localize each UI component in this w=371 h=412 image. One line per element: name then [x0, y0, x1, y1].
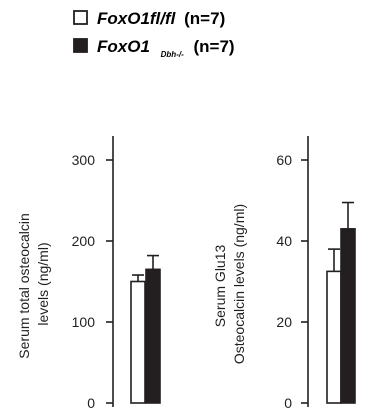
- y-axis-title-line-1: Serum total osteocalcin: [16, 213, 32, 359]
- legend: FoxO1fl/fl (n=7) FoxO1 Dbh-/- (n=7): [73, 9, 235, 61]
- legend-item-control: FoxO1fl/fl (n=7): [73, 9, 225, 28]
- y-tick-label-60: 60: [276, 152, 292, 168]
- legend-swatch-filled: [73, 38, 88, 53]
- legend-name-knockout: FoxO1: [97, 37, 150, 56]
- chart-glu13-osteocalcin: Serum Glu13 Osteocalcin levels (ng/ml) 0…: [212, 136, 356, 411]
- y-tick-label-100: 100: [72, 314, 96, 330]
- legend-item-knockout: FoxO1 Dbh-/- (n=7): [73, 37, 235, 61]
- legend-name-control: FoxO1fl/fl: [97, 9, 177, 28]
- legend-subscript-knockout: Dbh-/-: [161, 50, 184, 59]
- y-axis-title-line-2: levels (ng/ml): [35, 242, 51, 325]
- chart-total-osteocalcin: Serum total osteocalcin levels (ng/ml) 0…: [16, 136, 161, 411]
- bar-knockout: [340, 228, 356, 404]
- y-tick-label-200: 200: [72, 233, 96, 249]
- y-tick-label-20: 20: [276, 314, 292, 330]
- y-axis-title-line-2: Osteocalcin levels (ng/ml): [231, 204, 247, 364]
- legend-swatch-open: [73, 10, 88, 25]
- legend-n-knockout: (n=7): [193, 37, 234, 56]
- bar-knockout: [145, 268, 161, 404]
- legend-label-control: FoxO1fl/fl (n=7): [97, 9, 225, 28]
- bar-control: [130, 280, 146, 404]
- legend-label-knockout: FoxO1 Dbh-/- (n=7): [97, 37, 235, 61]
- y-axis-title-line-1: Serum Glu13: [212, 244, 228, 327]
- y-tick-label-0: 0: [284, 395, 292, 411]
- y-tick-label-300: 300: [72, 152, 96, 168]
- bar-control: [326, 270, 342, 404]
- y-tick-label-40: 40: [276, 233, 292, 249]
- y-axis-title: Serum total osteocalcin levels (ng/ml): [16, 209, 51, 358]
- y-tick-label-0: 0: [87, 395, 95, 411]
- y-axis-title: Serum Glu13 Osteocalcin levels (ng/ml): [212, 204, 247, 364]
- legend-n-control: (n=7): [184, 9, 225, 28]
